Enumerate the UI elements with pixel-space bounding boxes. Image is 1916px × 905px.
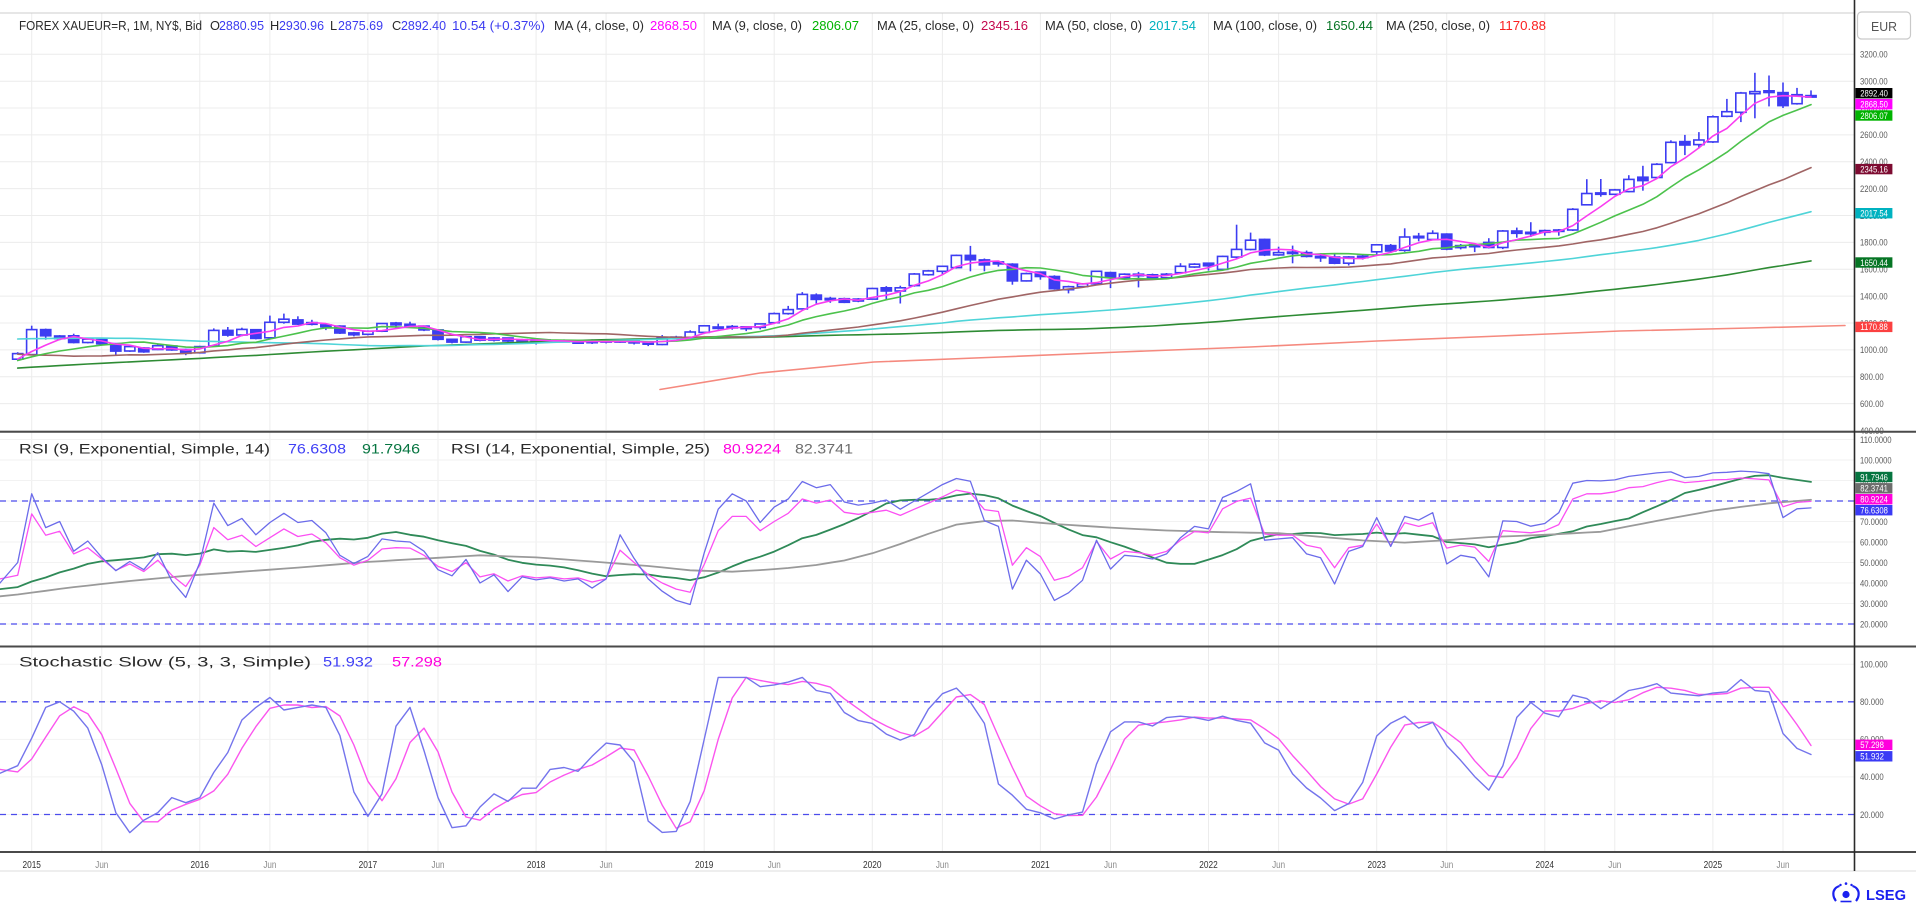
svg-text:MA (50, close, 0): MA (50, close, 0): [1045, 18, 1142, 33]
svg-text:2806.07: 2806.07: [812, 18, 859, 33]
svg-text:2868.50: 2868.50: [1860, 100, 1888, 111]
svg-text:20.000: 20.000: [1860, 810, 1884, 821]
svg-text:Jun: Jun: [1272, 860, 1285, 871]
svg-text:Jun: Jun: [600, 860, 613, 871]
svg-text:1170.88: 1170.88: [1499, 18, 1546, 33]
svg-text:2875.69: 2875.69: [338, 18, 383, 33]
svg-text:2015: 2015: [22, 860, 41, 871]
svg-text:L: L: [330, 18, 337, 33]
svg-text:2022: 2022: [1199, 860, 1218, 871]
svg-text:2024: 2024: [1536, 860, 1555, 871]
svg-text:82.3741: 82.3741: [795, 442, 853, 457]
svg-text:50.0000: 50.0000: [1860, 558, 1888, 569]
svg-text:Jun: Jun: [1440, 860, 1453, 871]
svg-text:3200.00: 3200.00: [1860, 50, 1888, 61]
svg-text:EUR: EUR: [1871, 20, 1897, 34]
svg-text:MA (250, close, 0): MA (250, close, 0): [1386, 18, 1490, 33]
svg-text:100.000: 100.000: [1860, 660, 1888, 671]
svg-text:2021: 2021: [1031, 860, 1050, 871]
svg-text:40.0000: 40.0000: [1860, 578, 1888, 589]
svg-text:400.00: 400.00: [1860, 426, 1884, 437]
svg-text:Jun: Jun: [432, 860, 445, 871]
svg-text:FOREX XAUEUR=R, 1M, NY$, Bid: FOREX XAUEUR=R, 1M, NY$, Bid: [19, 18, 202, 33]
svg-text:2017.54: 2017.54: [1860, 209, 1888, 220]
svg-text:30.0000: 30.0000: [1860, 599, 1888, 610]
svg-text:2025: 2025: [1704, 860, 1723, 871]
svg-text:2345.16: 2345.16: [981, 18, 1028, 33]
svg-text:Jun: Jun: [936, 860, 949, 871]
svg-text:2400.00: 2400.00: [1860, 157, 1888, 168]
svg-text:1800.00: 1800.00: [1860, 238, 1888, 249]
svg-text:2017.54: 2017.54: [1149, 18, 1196, 33]
svg-text:40.000: 40.000: [1860, 772, 1884, 783]
svg-text:Stochastic Slow (5, 3, 3, Simp: Stochastic Slow (5, 3, 3, Simple): [19, 655, 311, 670]
svg-text:100.0000: 100.0000: [1860, 455, 1892, 466]
svg-text:2868.50: 2868.50: [650, 18, 697, 33]
svg-text:80.9224: 80.9224: [723, 442, 782, 457]
svg-text:76.6308: 76.6308: [288, 442, 346, 457]
svg-text:51.932: 51.932: [323, 655, 373, 670]
svg-text:RSI (9, Exponential, Simple, 1: RSI (9, Exponential, Simple, 14): [19, 442, 270, 457]
svg-text:91.7946: 91.7946: [1860, 472, 1888, 483]
svg-text:O: O: [210, 18, 220, 33]
svg-text:RSI (14, Exponential, Simple,: RSI (14, Exponential, Simple, 25): [451, 442, 710, 457]
svg-text:76.6308: 76.6308: [1860, 506, 1888, 517]
svg-text:Jun: Jun: [263, 860, 276, 871]
svg-text:20.0000: 20.0000: [1860, 619, 1888, 630]
svg-text:2930.96: 2930.96: [279, 18, 324, 33]
svg-text:2017: 2017: [359, 860, 378, 871]
svg-text:600.00: 600.00: [1860, 399, 1884, 410]
svg-text:Jun: Jun: [1608, 860, 1621, 871]
svg-text:MA (25, close, 0): MA (25, close, 0): [877, 18, 974, 33]
svg-text:2019: 2019: [695, 860, 714, 871]
svg-text:Jun: Jun: [768, 860, 781, 871]
svg-text:MA (9, close, 0): MA (9, close, 0): [712, 18, 802, 33]
svg-text:1600.00: 1600.00: [1860, 265, 1888, 276]
svg-text:2892.40: 2892.40: [401, 18, 446, 33]
svg-text:91.7946: 91.7946: [362, 442, 420, 457]
svg-text:2020: 2020: [863, 860, 882, 871]
svg-text:Jun: Jun: [95, 860, 108, 871]
svg-text:2806.07: 2806.07: [1860, 111, 1888, 122]
svg-text:57.298: 57.298: [392, 655, 442, 670]
svg-text:2345.16: 2345.16: [1860, 164, 1888, 175]
svg-text:1400.00: 1400.00: [1860, 291, 1888, 302]
svg-text:2880.95: 2880.95: [219, 18, 264, 33]
svg-text:2892.40: 2892.40: [1860, 89, 1888, 100]
svg-text:82.3741: 82.3741: [1860, 484, 1888, 495]
svg-text:Jun: Jun: [1777, 860, 1790, 871]
svg-text:2023: 2023: [1367, 860, 1386, 871]
svg-text:LSEG: LSEG: [1866, 888, 1906, 904]
svg-text:51.932: 51.932: [1860, 752, 1884, 763]
svg-text:H: H: [270, 18, 279, 33]
svg-text:60.0000: 60.0000: [1860, 537, 1888, 548]
svg-text:2200.00: 2200.00: [1860, 184, 1888, 195]
svg-text:110.0000: 110.0000: [1860, 435, 1892, 446]
svg-text:C: C: [392, 18, 401, 33]
svg-text:1000.00: 1000.00: [1860, 345, 1888, 356]
svg-text:57.298: 57.298: [1860, 740, 1884, 751]
svg-text:1650.44: 1650.44: [1860, 258, 1888, 269]
svg-text:80.9224: 80.9224: [1860, 495, 1888, 506]
svg-text:80.000: 80.000: [1860, 697, 1884, 708]
svg-text:2600.00: 2600.00: [1860, 130, 1888, 141]
svg-text:1170.88: 1170.88: [1860, 322, 1888, 333]
svg-text:MA (100, close, 0): MA (100, close, 0): [1213, 18, 1317, 33]
svg-text:Jun: Jun: [1104, 860, 1117, 871]
svg-text:2016: 2016: [191, 860, 210, 871]
svg-text:800.00: 800.00: [1860, 372, 1884, 383]
svg-text:1650.44: 1650.44: [1326, 18, 1373, 33]
svg-text:10.54 (+0.37%): 10.54 (+0.37%): [452, 18, 545, 33]
svg-text:3000.00: 3000.00: [1860, 77, 1888, 88]
svg-text:70.0000: 70.0000: [1860, 517, 1888, 528]
svg-text:2018: 2018: [527, 860, 546, 871]
svg-text:MA (4, close, 0): MA (4, close, 0): [554, 18, 644, 33]
